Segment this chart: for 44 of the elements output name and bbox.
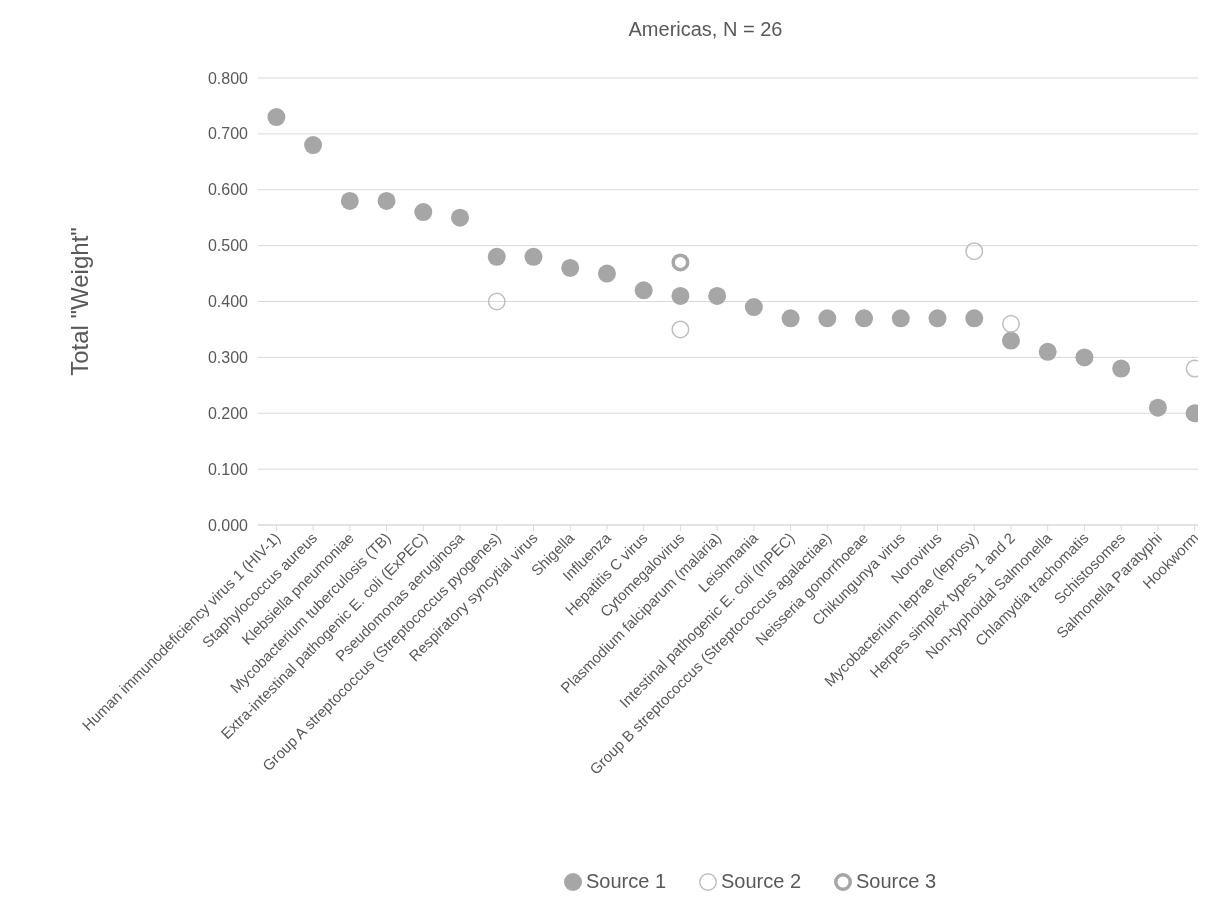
y-tick-label: 0.200: [207, 404, 249, 422]
legend-label: Source 2: [721, 870, 802, 892]
point: [524, 247, 543, 266]
point: [671, 253, 690, 272]
point: [965, 309, 984, 328]
point: [340, 191, 359, 210]
y-tick-label: 0.800: [207, 69, 249, 87]
point: [891, 309, 910, 328]
point: [671, 286, 690, 305]
y-tick-label: 0.000: [207, 516, 249, 534]
point: [267, 108, 286, 127]
point: [1148, 398, 1167, 417]
legend-label: Source 1: [586, 870, 667, 892]
point: [487, 292, 506, 311]
point: [1075, 348, 1094, 367]
y-tick-label: 0.400: [207, 293, 249, 311]
point: [928, 309, 947, 328]
point: [1001, 314, 1020, 333]
legend-label: Source 3: [856, 870, 937, 892]
point: [597, 264, 616, 283]
point: [781, 309, 800, 328]
y-tick-label: 0.300: [207, 348, 249, 366]
point: [561, 258, 580, 277]
y-tick-label: 0.600: [207, 181, 249, 199]
point: [1038, 342, 1057, 361]
point: [965, 242, 984, 261]
point: [634, 281, 653, 300]
y-tick-label: 0.500: [207, 237, 249, 255]
point: [671, 320, 690, 339]
y-tick-label: 0.700: [207, 125, 249, 143]
point: [377, 191, 396, 210]
point: [855, 309, 874, 328]
point: [304, 136, 323, 155]
point: [818, 309, 837, 328]
point: [451, 208, 470, 227]
point: [1001, 331, 1020, 350]
chart-title: Americas, N = 26: [628, 18, 783, 40]
y-axis-title: Total "Weight": [66, 227, 93, 376]
point: [708, 286, 727, 305]
y-tick-label: 0.100: [207, 460, 249, 478]
point: [414, 203, 433, 222]
point: [487, 247, 506, 266]
point: [744, 298, 763, 317]
point: [1112, 359, 1131, 378]
